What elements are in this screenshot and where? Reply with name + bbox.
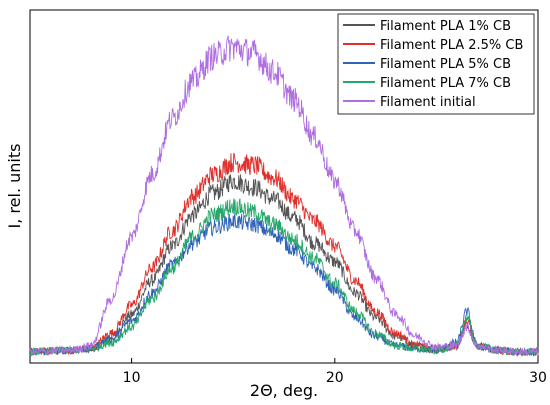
series-layer [29, 35, 539, 357]
legend-label: Filament PLA 2.5% CB [380, 38, 523, 53]
x-tick-label: 20 [326, 370, 344, 386]
legend-label: Filament PLA 7% CB [380, 76, 511, 91]
x-axis-ticks: 10 20 30 [123, 358, 547, 386]
x-axis-title: 2Θ, deg. [250, 381, 318, 400]
legend-label: Filament PLA 1% CB [380, 19, 511, 34]
legend-label: Filament PLA 5% CB [380, 57, 511, 72]
series-line-1 [29, 174, 539, 357]
legend: Filament PLA 1% CB Filament PLA 2.5% CB Fi… [337, 13, 535, 115]
legend-items: Filament PLA 1% CB Filament PLA 2.5% CB Fi… [343, 19, 523, 110]
series-line-5 [29, 35, 539, 357]
plot-frame [29, 9, 539, 364]
legend-label: Filament initial [380, 95, 476, 110]
y-axis-title: I, rel. units [5, 144, 24, 229]
series-line-4 [29, 198, 539, 357]
series-line-2 [29, 152, 539, 357]
x-tick-label: 10 [123, 370, 141, 386]
x-tick-label: 30 [529, 370, 547, 386]
